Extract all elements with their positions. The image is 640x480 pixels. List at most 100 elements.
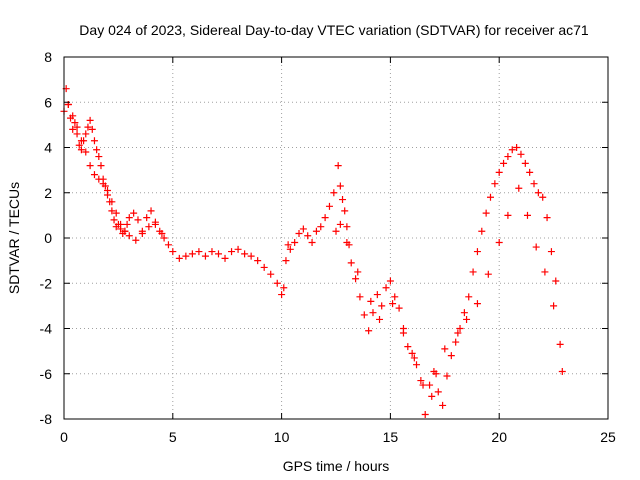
data-point bbox=[399, 325, 407, 332]
data-point bbox=[95, 175, 103, 183]
data-point bbox=[417, 377, 425, 385]
data-point bbox=[123, 220, 131, 228]
data-point bbox=[521, 159, 529, 167]
data-point bbox=[389, 300, 397, 308]
y-tick-label: 2 bbox=[44, 185, 52, 201]
data-point bbox=[234, 245, 242, 253]
y-tick-label: 6 bbox=[44, 94, 52, 110]
data-point bbox=[515, 184, 523, 192]
data-point bbox=[73, 123, 81, 131]
data-point bbox=[130, 209, 138, 217]
data-point bbox=[241, 250, 249, 258]
data-point bbox=[108, 207, 116, 215]
data-point bbox=[504, 153, 512, 161]
data-point bbox=[151, 220, 159, 228]
data-point bbox=[439, 401, 447, 409]
data-point bbox=[504, 211, 512, 219]
data-point bbox=[339, 196, 347, 204]
data-point bbox=[336, 220, 344, 228]
data-point bbox=[71, 119, 79, 127]
data-point bbox=[69, 112, 77, 120]
data-point bbox=[391, 293, 399, 301]
data-point bbox=[413, 361, 421, 369]
data-point bbox=[360, 311, 368, 319]
data-point bbox=[495, 239, 503, 247]
data-point bbox=[284, 241, 292, 249]
data-point bbox=[280, 284, 288, 292]
data-point bbox=[77, 137, 85, 145]
x-tick-label: 5 bbox=[169, 429, 177, 445]
data-point bbox=[295, 229, 303, 237]
data-point bbox=[463, 315, 471, 323]
chart-title: Day 024 of 2023, Sidereal Day-to-day VTE… bbox=[79, 22, 589, 38]
data-point bbox=[382, 284, 390, 292]
data-point bbox=[550, 302, 558, 310]
data-point bbox=[125, 232, 133, 240]
data-point bbox=[341, 207, 349, 215]
data-point bbox=[195, 248, 203, 256]
data-point bbox=[134, 216, 142, 224]
data-point bbox=[169, 248, 177, 256]
data-point bbox=[343, 239, 351, 247]
data-point bbox=[454, 329, 462, 337]
data-point bbox=[347, 259, 355, 267]
data-point bbox=[334, 162, 342, 170]
data-point bbox=[304, 232, 312, 240]
data-point bbox=[395, 304, 403, 312]
data-point bbox=[125, 214, 133, 222]
data-point bbox=[369, 309, 377, 317]
data-point bbox=[441, 345, 449, 353]
data-point bbox=[495, 168, 503, 176]
data-point bbox=[108, 198, 116, 206]
data-point bbox=[117, 220, 125, 228]
data-point bbox=[330, 189, 338, 197]
data-point bbox=[97, 162, 105, 170]
x-axis-ticks: 0 5 10 15 20 25 bbox=[60, 57, 616, 445]
data-point bbox=[356, 293, 364, 301]
data-point bbox=[77, 146, 85, 154]
data-point bbox=[86, 162, 94, 170]
data-point bbox=[158, 229, 166, 237]
data-point bbox=[110, 216, 118, 224]
data-point bbox=[145, 223, 153, 231]
data-point bbox=[473, 248, 481, 256]
data-point bbox=[486, 193, 494, 201]
y-tick-label: -6 bbox=[40, 366, 53, 382]
data-point bbox=[513, 144, 521, 151]
data-point bbox=[478, 227, 486, 235]
data-point bbox=[558, 367, 566, 375]
data-point bbox=[121, 227, 129, 235]
data-point bbox=[138, 229, 146, 237]
data-point bbox=[539, 193, 547, 201]
data-point bbox=[299, 225, 307, 233]
y-tick-label: 0 bbox=[44, 230, 52, 246]
data-point bbox=[526, 168, 534, 176]
data-point bbox=[267, 270, 275, 278]
data-point bbox=[254, 257, 262, 265]
data-point bbox=[482, 209, 490, 217]
data-point bbox=[201, 252, 209, 260]
data-point bbox=[336, 182, 344, 190]
data-point bbox=[517, 150, 525, 158]
data-point bbox=[508, 146, 516, 154]
y-tick-label: 4 bbox=[44, 140, 52, 156]
data-point bbox=[552, 277, 560, 285]
data-point bbox=[317, 223, 325, 231]
x-tick-label: 10 bbox=[274, 429, 290, 445]
data-point bbox=[69, 125, 77, 133]
data-point bbox=[426, 381, 434, 389]
x-tick-label: 0 bbox=[60, 429, 68, 445]
data-point bbox=[419, 381, 427, 389]
data-point bbox=[541, 268, 549, 276]
data-point bbox=[421, 410, 429, 418]
data-point bbox=[104, 186, 112, 194]
data-point bbox=[273, 279, 281, 287]
data-point bbox=[460, 309, 468, 317]
data-point bbox=[352, 275, 360, 283]
data-point bbox=[547, 248, 555, 256]
data-point bbox=[160, 234, 168, 242]
data-point bbox=[308, 239, 316, 247]
data-point bbox=[484, 270, 492, 278]
data-point bbox=[325, 202, 333, 210]
y-tick-label: 8 bbox=[44, 49, 52, 65]
